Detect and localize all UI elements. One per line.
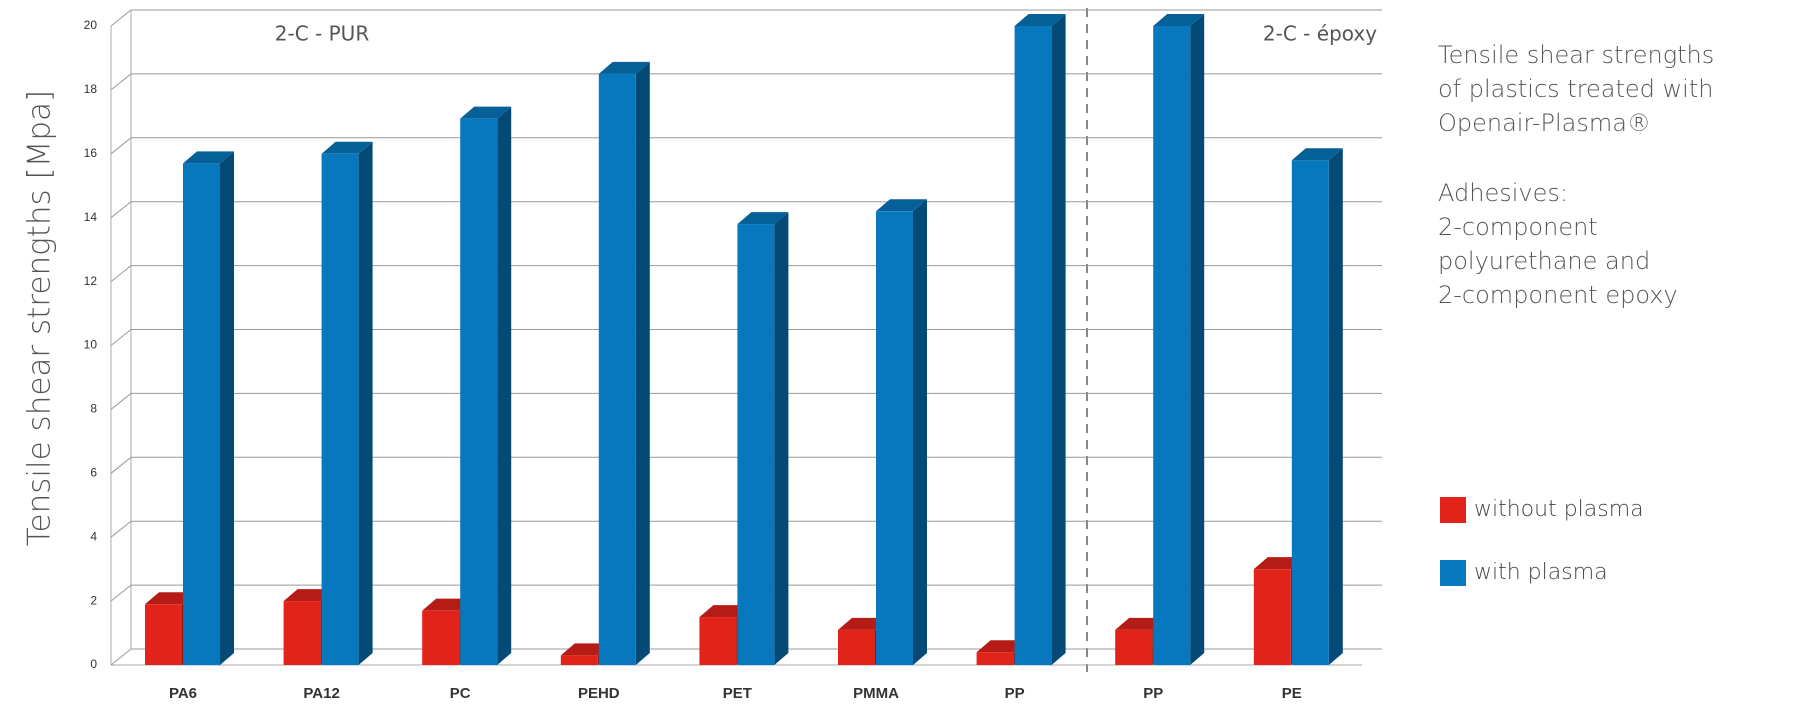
grid-line (110, 137, 132, 155)
bar (422, 610, 460, 665)
grid-line (110, 393, 132, 410)
legend-label: without plasma (1474, 497, 1644, 522)
y-tick-label: 20 (84, 18, 98, 32)
bar-top (321, 141, 373, 154)
bar-top (183, 151, 234, 164)
grid-line (110, 9, 132, 27)
bar-side (497, 106, 512, 665)
description-line: of plastics treated with (1438, 75, 1713, 103)
y-tick-label: 18 (84, 82, 98, 96)
y-tick-label: 14 (84, 210, 98, 224)
bar (1115, 629, 1153, 665)
bar (1014, 26, 1052, 665)
y-tick-label: 16 (84, 146, 98, 160)
adhesives-line: Adhesives: (1438, 179, 1568, 207)
x-tick-label: PA6 (169, 685, 197, 702)
bar-top (1014, 14, 1066, 26)
bar-side (774, 212, 789, 665)
x-tick-label: PA12 (303, 685, 339, 702)
bar (183, 163, 220, 665)
x-tick-label: PP (1143, 685, 1163, 702)
bar (560, 655, 598, 665)
bar (699, 617, 737, 665)
x-tick-label: PEHD (578, 685, 620, 702)
bar-side (635, 61, 650, 666)
x-tick-label: PE (1282, 685, 1302, 702)
bar-top (737, 212, 789, 225)
bar (737, 224, 775, 665)
x-tick-label: PET (723, 685, 752, 702)
bar-top (876, 199, 927, 212)
bar (598, 73, 636, 666)
grid-line (110, 584, 132, 602)
bar (1153, 26, 1191, 665)
y-tick-label: 4 (90, 529, 97, 543)
bar-side (358, 141, 373, 666)
description-line: Tensile shear strengths (1438, 41, 1714, 69)
x-tick-label: PC (450, 685, 471, 702)
grid-line (110, 73, 132, 91)
bar-top (1291, 148, 1343, 161)
bar-side (1051, 14, 1066, 665)
bar-side (913, 199, 927, 665)
y-tick-label: 10 (84, 338, 98, 352)
adhesives-line: 2-component epoxy (1438, 281, 1678, 309)
legend-label: with plasma (1474, 560, 1608, 585)
y-axis-label: Tensile shear strengths [Mpa] (22, 90, 58, 546)
bar (321, 153, 359, 666)
legend-swatch (1440, 560, 1466, 586)
bar (283, 601, 321, 665)
grid-line (110, 329, 132, 346)
grid-line (110, 456, 132, 474)
grid-line (110, 265, 132, 282)
x-tick-label: PP (1005, 685, 1025, 702)
bar (838, 629, 875, 665)
bar-top (598, 61, 650, 74)
bar (1253, 569, 1291, 665)
y-tick-label: 8 (90, 402, 97, 416)
y-tick-label: 0 (90, 657, 97, 671)
adhesives-line: polyurethane and (1438, 247, 1650, 275)
y-tick-label: 12 (84, 274, 98, 288)
bar-side (1328, 148, 1343, 665)
bar-top (460, 106, 512, 119)
group-label: 2-C - époxy (1263, 22, 1377, 46)
bar-side (220, 151, 234, 665)
x-tick-label: PMMA (853, 685, 899, 702)
bar (976, 652, 1014, 665)
description-line: Openair-Plasma® (1438, 109, 1651, 137)
grid-line (110, 648, 132, 666)
legend-swatch (1440, 497, 1466, 523)
group-label: 2-C - PUR (275, 22, 370, 46)
bar (145, 604, 182, 665)
grid-line (110, 520, 132, 538)
grid-line (110, 201, 132, 219)
bar (460, 118, 498, 665)
bar-top (1153, 14, 1205, 26)
bar (1291, 160, 1329, 665)
adhesives-line: 2-component (1438, 213, 1598, 241)
bar (876, 211, 913, 665)
bar-side (1190, 14, 1205, 665)
y-tick-label: 6 (90, 465, 97, 479)
y-tick-label: 2 (90, 593, 97, 607)
